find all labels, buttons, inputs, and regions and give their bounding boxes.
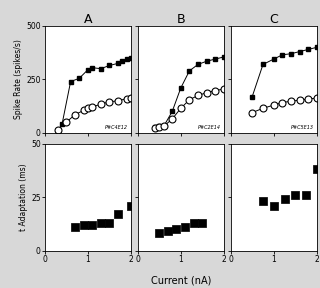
Title: B: B <box>177 13 185 26</box>
Point <box>98 220 103 225</box>
Text: P#C4E12: P#C4E12 <box>105 125 128 130</box>
Point <box>282 197 287 202</box>
Title: A: A <box>84 13 92 26</box>
Text: P#C5E13: P#C5E13 <box>291 125 314 130</box>
Point <box>174 227 179 232</box>
Point <box>90 223 95 227</box>
Point <box>200 220 205 225</box>
Point <box>157 231 162 236</box>
Point <box>72 225 77 229</box>
Y-axis label: t Adaptation (ms): t Adaptation (ms) <box>19 163 28 231</box>
Point <box>303 193 308 197</box>
Title: C: C <box>269 13 278 26</box>
Point <box>314 167 319 172</box>
Point <box>165 229 171 234</box>
Y-axis label: Spike Rate (spikes/s): Spike Rate (spikes/s) <box>14 39 23 119</box>
Text: Current (nA): Current (nA) <box>151 275 211 285</box>
Point <box>260 199 266 204</box>
Point <box>107 220 112 225</box>
Point <box>81 223 86 227</box>
Point <box>182 225 188 229</box>
Point <box>293 193 298 197</box>
Point <box>116 212 121 217</box>
Text: P#C2E14: P#C2E14 <box>198 125 221 130</box>
Point <box>271 203 276 208</box>
Point <box>128 203 133 208</box>
Point <box>191 220 196 225</box>
